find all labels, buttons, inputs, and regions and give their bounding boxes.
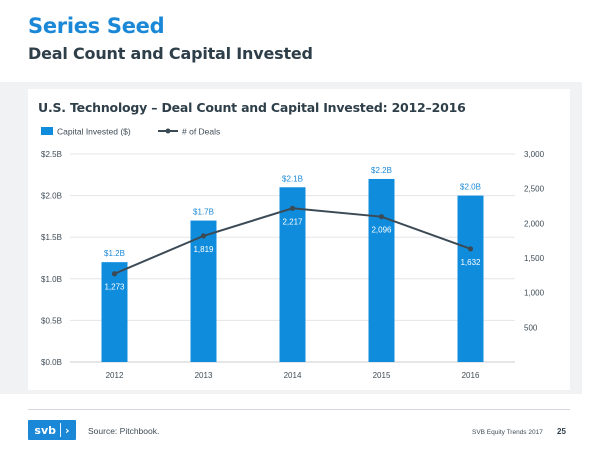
x-axis-tick-label: 2014 bbox=[284, 371, 302, 380]
bar-value-label: $2.2B bbox=[371, 166, 392, 175]
bar-capital-invested bbox=[279, 187, 306, 362]
deals-point bbox=[200, 233, 207, 239]
right-axis-tick-label: 1,500 bbox=[524, 254, 545, 263]
x-axis-tick-label: 2015 bbox=[373, 371, 391, 380]
x-axis-tick-label: 2013 bbox=[195, 371, 213, 380]
left-axis-tick-label: $1.5B bbox=[41, 233, 62, 242]
right-axis-tick-label: 2,500 bbox=[524, 185, 545, 194]
bar-value-label: $2.0B bbox=[460, 183, 481, 192]
deals-point bbox=[378, 214, 385, 220]
bar-value-label: $2.1B bbox=[282, 174, 303, 183]
right-axis-tick-label: 500 bbox=[524, 323, 538, 332]
chevron-right-icon: › bbox=[65, 423, 70, 437]
right-axis-tick-label: 1,000 bbox=[524, 289, 545, 298]
source-note: Source: Pitchbook. bbox=[88, 426, 160, 436]
logo-text: svb bbox=[34, 423, 57, 437]
bar-value-label: $1.7B bbox=[193, 208, 214, 217]
legend-marker-deals bbox=[165, 128, 171, 134]
x-axis-tick-label: 2016 bbox=[462, 371, 480, 380]
bar-capital-invested bbox=[368, 178, 395, 362]
bar-capital-invested bbox=[457, 195, 484, 362]
report-name: SVB Equity Trends 2017 bbox=[472, 429, 543, 436]
svb-logo: svb › bbox=[28, 420, 76, 440]
left-axis-tick-label: $1.0B bbox=[41, 275, 62, 284]
deals-value-label: 1,819 bbox=[193, 245, 214, 254]
right-axis-tick-label: 2,000 bbox=[524, 219, 545, 228]
bar-value-label: $1.2B bbox=[104, 249, 125, 258]
deals-point bbox=[111, 271, 118, 277]
left-axis-tick-label: $2.5B bbox=[41, 150, 62, 159]
deals-value-label: 2,217 bbox=[282, 217, 303, 226]
left-axis-tick-label: $2.0B bbox=[41, 192, 62, 201]
chart-title: U.S. Technology – Deal Count and Capital… bbox=[38, 100, 466, 115]
deals-point bbox=[467, 246, 474, 252]
deals-value-label: 1,273 bbox=[104, 283, 125, 292]
legend-label-capital: Capital Invested ($) bbox=[57, 127, 131, 137]
left-axis-tick-label: $0.5B bbox=[41, 316, 62, 325]
bar-capital-invested bbox=[190, 220, 217, 362]
page-number: 25 bbox=[557, 427, 566, 436]
deals-value-label: 2,096 bbox=[371, 226, 392, 235]
legend-label-deals: # of Deals bbox=[182, 127, 220, 137]
left-axis-tick-label: $0.0B bbox=[41, 358, 62, 367]
deals-point bbox=[289, 205, 296, 211]
legend-swatch-capital bbox=[41, 127, 53, 135]
deals-value-label: 1,632 bbox=[460, 258, 481, 267]
slide-subtitle: Deal Count and Capital Invested bbox=[28, 44, 313, 63]
footer-divider bbox=[28, 409, 570, 410]
bar-capital-invested bbox=[101, 262, 128, 362]
logo-separator bbox=[60, 423, 62, 437]
right-axis-tick-label: 3,000 bbox=[524, 150, 545, 159]
slide-title: Series Seed bbox=[28, 14, 165, 38]
x-axis-tick-label: 2012 bbox=[106, 371, 124, 380]
